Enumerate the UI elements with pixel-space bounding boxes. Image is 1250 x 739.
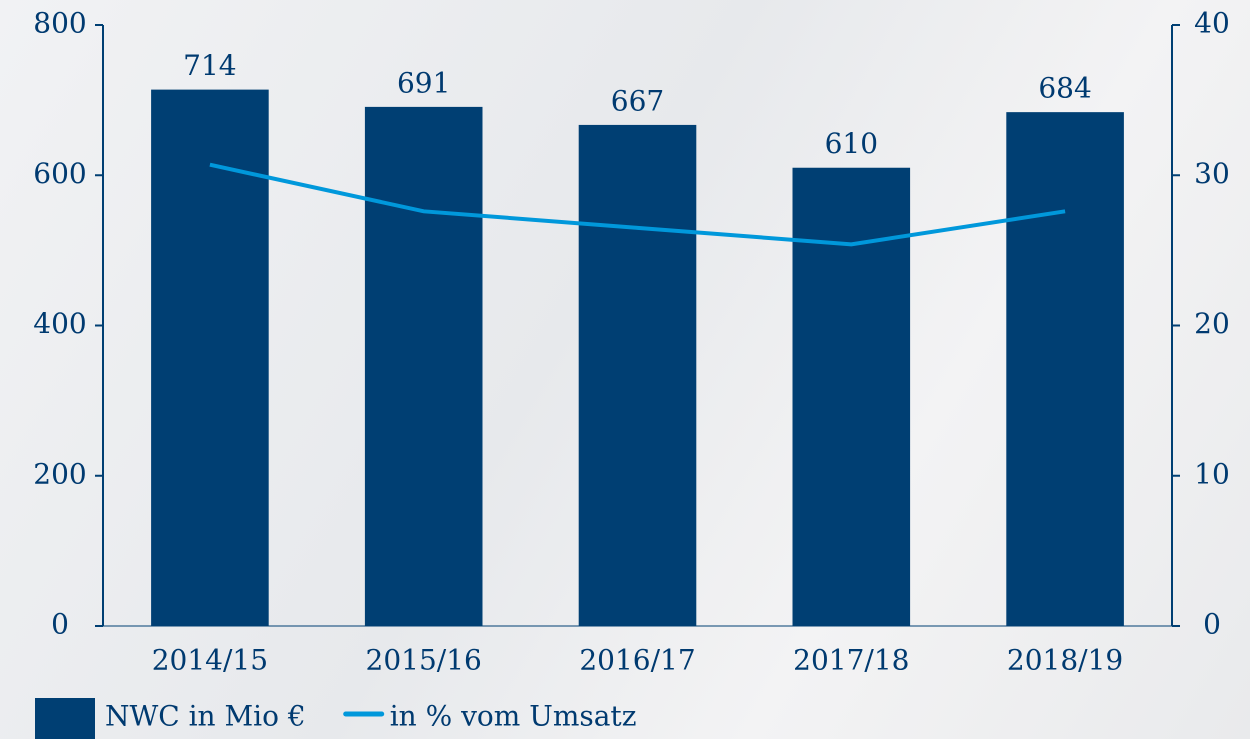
y2-tick-label: 40 <box>1194 7 1230 40</box>
data-label: 667 <box>611 84 664 117</box>
x-tick-label: 2014/15 <box>152 644 268 677</box>
x-tick-label: 2015/16 <box>366 644 482 677</box>
data-label: 684 <box>1038 72 1091 105</box>
x-tick-label: 2017/18 <box>793 644 909 677</box>
bar <box>151 89 269 627</box>
data-label: 691 <box>397 66 450 99</box>
y2-tick-label: 20 <box>1194 307 1230 340</box>
x-tick-label: 2016/17 <box>579 644 695 677</box>
y-tick-label: 800 <box>33 7 86 40</box>
y2-tick-label: 30 <box>1194 157 1230 190</box>
x-tick-label: 2018/19 <box>1007 644 1123 677</box>
y-tick-label: 200 <box>33 457 86 490</box>
legend-label: NWC in Mio € <box>105 700 306 733</box>
y2-tick-label: 0 <box>1203 608 1221 641</box>
y2-tick-label: 10 <box>1194 457 1230 490</box>
bar <box>1006 112 1124 626</box>
legend-swatch <box>35 698 95 739</box>
legend-label: in % vom Umsatz <box>390 700 637 733</box>
y-tick-label: 600 <box>33 157 86 190</box>
data-label: 610 <box>825 127 878 160</box>
bar <box>578 124 697 626</box>
y-tick-label: 0 <box>51 608 69 641</box>
bar <box>364 106 483 627</box>
data-label: 714 <box>183 49 236 82</box>
y-tick-label: 400 <box>33 307 86 340</box>
line <box>209 162 1066 247</box>
